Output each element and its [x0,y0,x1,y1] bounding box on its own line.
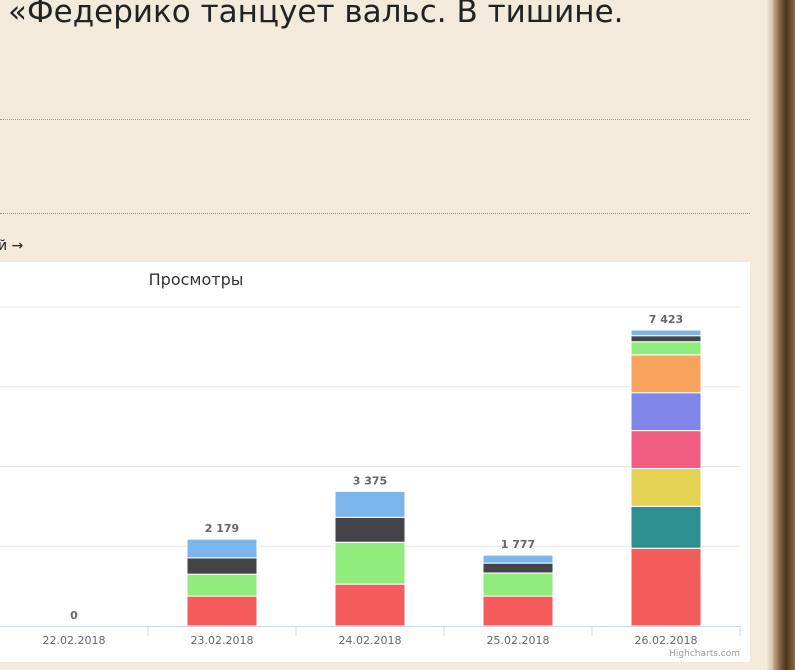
stack-total-label: 0 [70,609,78,622]
page-border-frame [773,0,795,670]
stack-total-label: 7 423 [649,313,683,326]
bar-segment [630,329,702,337]
x-tick-label: 24.02.2018 [339,634,402,647]
bar-segment [630,392,702,432]
bar-segment [630,335,702,343]
x-tick-label: 25.02.2018 [487,634,550,647]
divider-top [0,119,750,120]
bar-segment [186,595,258,627]
chart-credits[interactable]: Highcharts.com [669,649,740,659]
bar-segment [482,595,554,627]
bar-segment [186,573,258,597]
bar-segment [482,562,554,574]
article-title: «Федерико танцует вальс. В тишине. [8,0,624,30]
stack-total-label: 2 179 [205,522,239,535]
more-link[interactable]: й → [0,238,24,254]
views-chart: Просмотры 0 2 179 3 375 1 777 7 423 22.02.20… [0,262,750,662]
stack-total-label: 3 375 [353,474,387,487]
bar-segment [630,547,702,627]
chart-title: Просмотры [149,270,244,289]
chart-svg: Просмотры 0 2 179 3 375 1 777 7 423 22.02.20… [0,270,741,659]
x-tick-label: 26.02.2018 [635,634,698,647]
bar-segment [334,516,406,543]
divider-bottom [0,213,750,214]
stack-total-label: 1 777 [501,538,535,551]
bar-segment [334,541,406,585]
bar-segment [630,341,702,356]
bar-segment [186,557,258,575]
chart-x-axis: 22.02.2018 23.02.2018 24.02.2018 25.02.2018… [0,626,741,647]
x-tick-label: 22.02.2018 [43,634,106,647]
bar-segment [186,538,258,559]
bar-segment [630,354,702,394]
bar-segment [630,505,702,549]
chart-stack-labels: 0 2 179 3 375 1 777 7 423 [70,313,683,622]
bar-segment [334,583,406,627]
x-tick-label: 23.02.2018 [191,634,254,647]
chart-bars [186,329,702,627]
bar-segment [630,467,702,507]
bar-segment [482,554,554,564]
page-border-inner [767,0,773,670]
bar-segment [482,572,554,597]
bar-segment [334,490,406,518]
bar-segment [630,430,702,469]
